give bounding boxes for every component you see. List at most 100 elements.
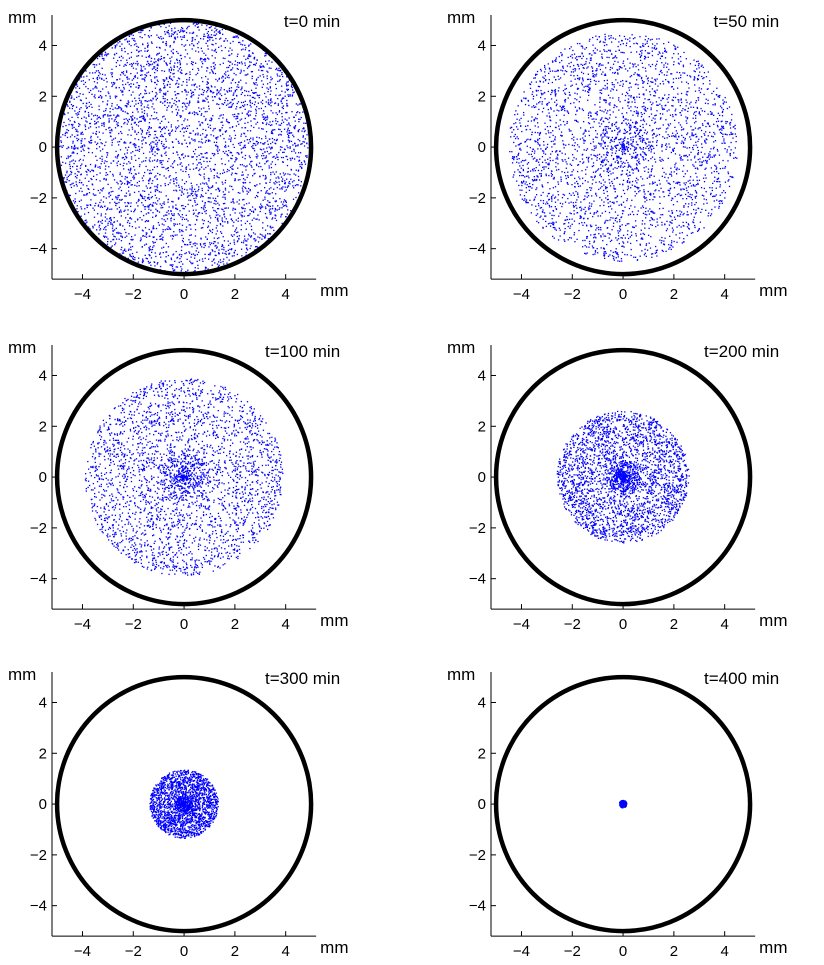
data-point [131, 158, 132, 159]
data-point [224, 240, 225, 241]
data-point [130, 255, 131, 256]
data-point [141, 202, 142, 203]
data-point [223, 104, 224, 105]
data-point [197, 204, 198, 205]
data-point [212, 100, 213, 101]
data-point [140, 237, 141, 238]
data-point [171, 124, 172, 125]
data-point [167, 99, 168, 100]
data-point [221, 114, 222, 115]
data-point [169, 69, 170, 70]
data-point [202, 101, 203, 102]
data-point [134, 234, 135, 235]
data-point [246, 248, 247, 249]
data-point [691, 132, 692, 133]
data-point [651, 120, 652, 121]
data-point [213, 92, 214, 93]
data-point [577, 43, 578, 44]
data-point [538, 205, 539, 206]
data-point [229, 48, 230, 49]
data-point [242, 182, 243, 183]
data-point [210, 118, 211, 119]
data-point [159, 239, 160, 240]
data-point [74, 198, 75, 199]
data-point [631, 249, 632, 250]
data-point [222, 183, 223, 184]
data-point [201, 167, 202, 168]
data-point [129, 64, 130, 65]
data-point [209, 215, 210, 216]
data-point [286, 179, 287, 180]
data-point [666, 75, 667, 76]
data-point [161, 56, 162, 57]
data-point [588, 195, 589, 196]
data-point [255, 145, 256, 146]
data-point [141, 103, 142, 104]
data-point [586, 238, 587, 239]
data-point [285, 216, 286, 217]
data-point [196, 195, 197, 196]
data-point [613, 111, 614, 112]
data-point [549, 137, 550, 138]
data-point [183, 132, 184, 133]
data-point [172, 111, 173, 112]
data-point [170, 72, 171, 73]
data-point [155, 252, 156, 253]
data-point [683, 238, 684, 239]
data-point [154, 77, 155, 78]
data-point [188, 174, 189, 175]
data-point [173, 34, 174, 35]
data-point [198, 141, 199, 142]
data-point [168, 255, 169, 256]
data-point [149, 92, 150, 93]
data-point [140, 195, 141, 196]
data-point [215, 189, 216, 190]
data-point [695, 209, 696, 210]
data-point [208, 190, 209, 191]
data-point [196, 35, 197, 36]
data-point [300, 144, 301, 145]
data-point [168, 213, 169, 214]
data-point [236, 125, 237, 126]
data-point [123, 123, 124, 124]
data-point [565, 85, 566, 86]
data-point [605, 236, 606, 237]
data-point [189, 210, 190, 211]
data-point [261, 155, 262, 156]
data-point [613, 258, 614, 259]
data-point [125, 206, 126, 207]
data-point [265, 61, 266, 62]
data-point [289, 117, 290, 118]
data-point [99, 109, 100, 110]
data-point [248, 58, 249, 59]
data-point [553, 110, 554, 111]
data-point [224, 102, 225, 103]
data-point [130, 169, 131, 170]
data-point [253, 118, 254, 119]
data-point [121, 240, 122, 241]
data-point [277, 209, 278, 210]
data-point [195, 209, 196, 210]
data-point [96, 160, 97, 161]
data-point [162, 41, 163, 42]
data-point [647, 178, 648, 179]
data-point [216, 247, 217, 248]
data-point [202, 100, 203, 101]
data-point [76, 177, 77, 178]
data-point [251, 229, 252, 230]
data-point [203, 59, 204, 60]
data-point [71, 117, 72, 118]
data-point [637, 84, 638, 85]
data-point [195, 134, 196, 135]
data-point [120, 90, 121, 91]
data-point [287, 147, 288, 148]
data-point [138, 47, 139, 48]
data-point [239, 199, 240, 200]
data-point [701, 65, 702, 66]
data-point [93, 133, 94, 134]
data-point [221, 233, 222, 234]
data-point [181, 154, 182, 155]
data-point [154, 265, 155, 266]
data-point [199, 111, 200, 112]
data-point [227, 71, 228, 72]
